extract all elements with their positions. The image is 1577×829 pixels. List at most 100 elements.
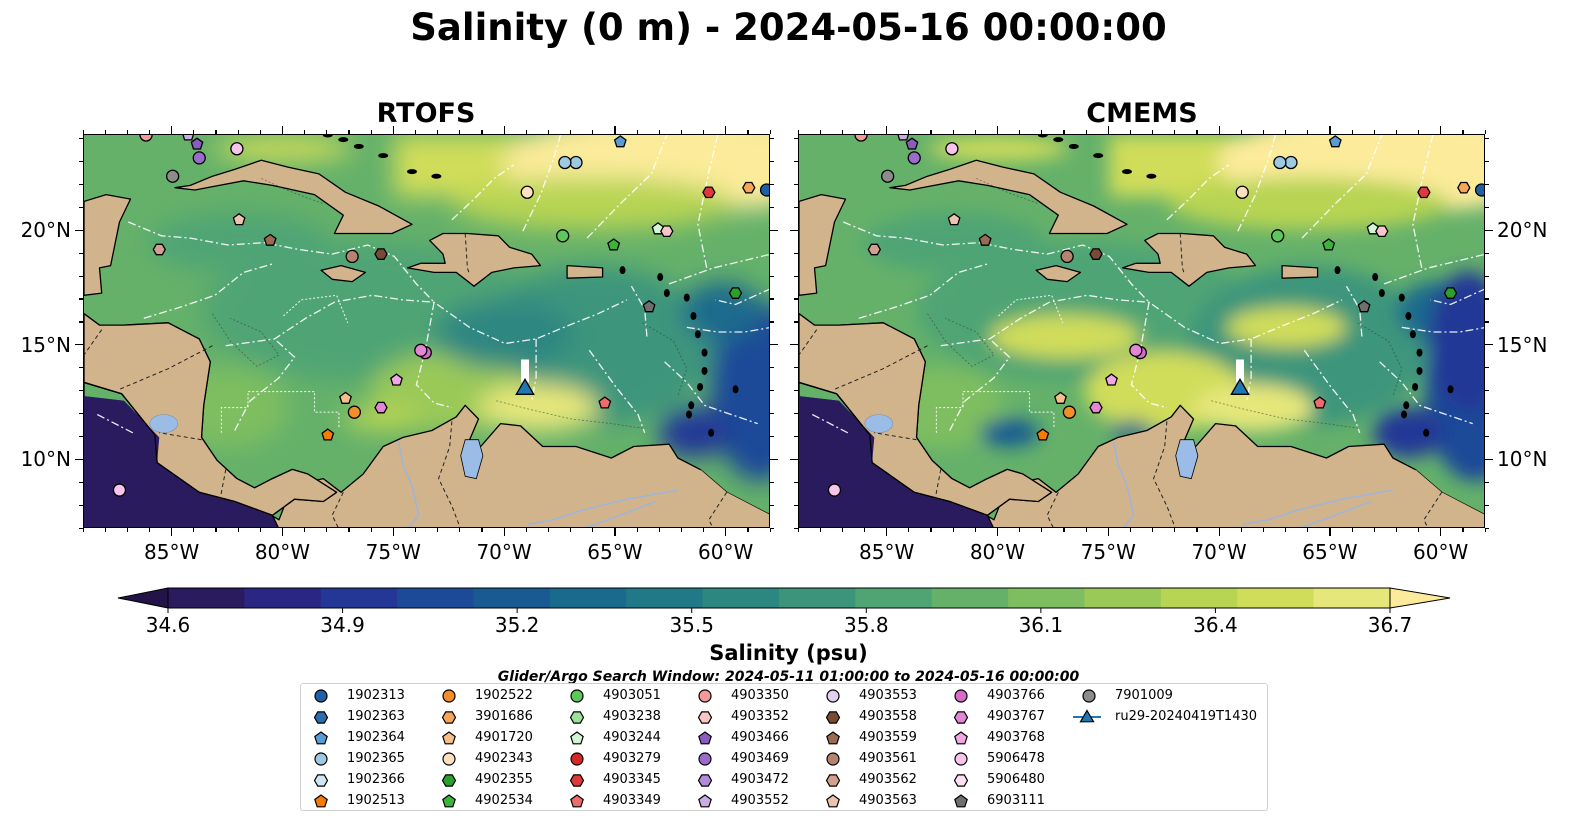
hexagon-marker-icon [697,710,713,724]
argo-float-marker [139,135,153,142]
lat-tick [1485,275,1489,277]
argo-float-marker [1054,391,1067,404]
lat-tick [1485,412,1489,415]
lake-maracaibo [1175,439,1199,480]
lat-tick [770,412,774,415]
hexagon-marker-icon [441,710,457,724]
lon-tick [1240,528,1242,532]
lon-tick [348,528,350,532]
lon-tick [1395,528,1398,532]
hexagon-marker-icon [569,773,585,787]
bathymetry-contours [927,178,1403,429]
lon-tick [1152,528,1154,532]
lon-tick [237,528,239,532]
lat-tick [790,229,798,231]
legend-item-label: 4903766 [987,688,1045,703]
lon-tick [304,528,306,532]
circle-marker-icon [314,688,328,703]
colorbar-segment [855,588,933,608]
argo-float-marker [232,212,246,226]
lat-tick [75,344,83,346]
island-chains [1037,135,1454,437]
legend-item: 1902364 [303,727,405,748]
lon-tick [725,126,727,134]
legend-item-label: 4903561 [859,751,917,766]
colorbar-segment [244,588,322,608]
colorbar-segment [473,588,551,608]
lat-tick [1485,206,1489,208]
salinity-field [864,135,1484,482]
legend-item-label: 1902364 [347,730,405,745]
lat-tick [790,458,798,460]
pentagon-marker-icon [826,793,840,807]
lat-tick [770,344,778,346]
legend-item: 4903466 [687,727,789,748]
legend-item: 1902366 [303,769,405,790]
colorbar-segment [702,588,780,608]
colorbar-segment [320,588,398,608]
lat-tick [75,458,83,460]
circle-marker-icon [954,688,968,703]
legend-item-label: 1902522 [475,688,533,703]
legend-item-label: 4902343 [475,751,533,766]
legend-item: 4902343 [431,748,533,769]
rivers [397,441,679,527]
lon-tick [171,528,173,536]
lat-tick [770,229,778,231]
lon-tick [908,528,910,532]
rtofs-salinity-map [83,134,770,528]
glider-marker [1230,378,1250,395]
lon-tick [1218,528,1220,536]
legend-item-label: 1902366 [347,772,405,787]
colorbar-tick-label: 34.6 [145,613,191,637]
legend-item: 4903766 [943,685,1045,706]
panel-title-rtofs: RTOFS [376,98,476,129]
argo-float-marker [558,155,572,170]
legend-item: 4903352 [687,706,789,727]
lon-tick [1329,528,1331,536]
legend-item-label: 4902355 [475,772,533,787]
legend-item: 4903350 [687,685,789,706]
lon-tick [1174,528,1176,532]
argo-float-markers [112,135,769,497]
colorbar-segment [168,588,245,608]
argo-float-marker [1417,186,1431,199]
argo-float-marker [1089,248,1103,260]
legend-item: 4903472 [687,769,789,790]
lat-tick [770,481,774,483]
lon-tick [1085,528,1087,532]
argo-float-marker [1474,183,1484,197]
argo-float-marker [1443,287,1458,299]
colorbar-tick-label: 36.7 [1367,613,1413,637]
lat-tick [770,367,774,369]
circle-marker-icon [570,751,584,766]
legend-item-label: 4903552 [731,793,789,808]
lon-tick-label: 65°W [587,540,643,564]
colorbar-segment [549,588,627,608]
lat-tick [770,298,774,300]
pentagon-marker-icon [442,793,456,807]
lon-tick [1440,528,1442,536]
colorbar-segment [626,588,704,608]
rtofs-map-canvas [84,135,769,527]
argo-float-marker [642,299,656,313]
lat-tick [1485,344,1493,346]
argo-float-marker [897,135,909,141]
lon-tick [82,528,84,532]
lon-tick-label: 75°W [365,540,421,564]
legend-item: 4903345 [559,769,661,790]
legend-item: 4903469 [687,748,789,769]
legend-item: 4903238 [559,706,661,727]
lat-tick-label: 10°N [1497,447,1548,472]
salinity-colorbar [117,587,1451,613]
eez-boundaries [97,135,769,434]
argo-float-marker [880,169,895,183]
circle-marker-icon [826,751,840,766]
argo-float-marker [1129,343,1143,357]
lon-tick [481,528,483,532]
argo-float-marker [702,186,716,199]
lat-tick [770,138,774,140]
lon-tick [171,126,173,134]
lat-tick [1485,527,1489,529]
argo-float-marker [1036,428,1050,441]
